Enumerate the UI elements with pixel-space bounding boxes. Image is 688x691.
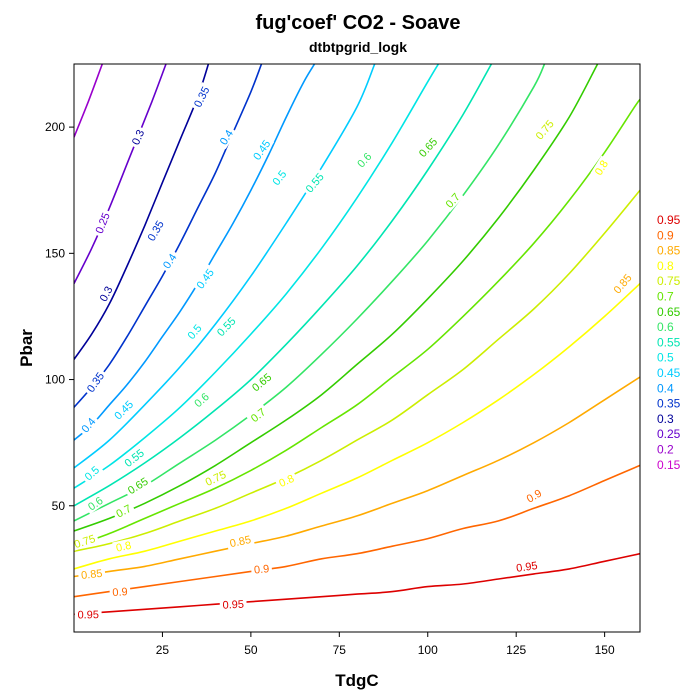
contour-label: 0.65 xyxy=(414,133,442,162)
contour-label: 0.85 xyxy=(77,566,106,582)
x-tick-label: 150 xyxy=(595,643,615,657)
legend-entry: 0.5 xyxy=(657,351,674,365)
contour-label: 0.95 xyxy=(512,558,541,575)
contour-line-0-25 xyxy=(74,64,167,284)
contour-label: 0.9 xyxy=(109,584,131,599)
contour-label-text: 0.95 xyxy=(222,599,244,612)
contour-label-text: 0.3 xyxy=(130,128,147,147)
contour-label-text: 0.95 xyxy=(77,609,99,621)
contour-label: 0.85 xyxy=(225,532,255,550)
contour-label: 0.9 xyxy=(250,561,273,577)
contour-label: 0.7 xyxy=(441,188,464,212)
legend-entry: 0.95 xyxy=(657,213,681,227)
contour-line-0-75 xyxy=(74,189,640,552)
legend-entry: 0.2 xyxy=(657,443,674,457)
legend-entry: 0.35 xyxy=(657,397,681,411)
contour-line-0-45 xyxy=(74,64,376,469)
contour-label-text: 0.95 xyxy=(515,560,538,575)
y-tick-label: 100 xyxy=(45,373,65,387)
contour-label-text: 0.8 xyxy=(277,473,296,490)
contour-label: 0.6 xyxy=(189,388,214,412)
contour-label: 0.45 xyxy=(192,264,218,293)
legend-entry: 0.8 xyxy=(657,259,674,273)
contour-label: 0.4 xyxy=(158,249,181,273)
contour-line-0-4 xyxy=(74,64,316,441)
contour-label: 0.35 xyxy=(189,82,213,112)
color-legend: 0.950.90.850.80.750.70.650.60.550.50.450… xyxy=(657,213,681,472)
contour-label: 0.5 xyxy=(268,165,291,190)
y-tick-label: 200 xyxy=(45,120,65,134)
contour-line-0-6 xyxy=(74,64,546,522)
contour-label: 0.7 xyxy=(246,403,270,426)
legend-entry: 0.15 xyxy=(657,458,681,472)
contour-line-0-85 xyxy=(74,376,640,578)
contour-label-text: 0.8 xyxy=(115,540,132,555)
plot-frame xyxy=(73,63,641,633)
contour-line-0-2 xyxy=(74,64,104,138)
contour-line-0-7 xyxy=(74,98,640,547)
contour-label-text: 0.9 xyxy=(253,563,269,577)
contour-label: 0.6 xyxy=(352,148,376,172)
contour-label: 0.4 xyxy=(76,413,100,437)
legend-entry: 0.6 xyxy=(657,320,674,334)
x-tick-label: 100 xyxy=(418,643,438,657)
legend-entry: 0.85 xyxy=(657,244,681,258)
x-axis-ticks: 25 50 75 100 125 150 xyxy=(156,632,615,657)
contour-label: 0.55 xyxy=(119,444,149,471)
contour-line-0-8 xyxy=(74,283,640,570)
contour-lines xyxy=(74,64,640,616)
contour-label: 0.25 xyxy=(91,208,113,238)
legend-entry: 0.45 xyxy=(657,366,681,380)
contour-label: 0.95 xyxy=(219,597,247,612)
contour-label-text: 0.25 xyxy=(94,211,113,235)
contour-labels: 0.250.30.30.350.350.350.40.40.40.450.450… xyxy=(70,82,636,621)
legend-entry: 0.4 xyxy=(657,381,674,395)
chart-title: fug'coef' CO2 - Soave xyxy=(255,12,460,34)
contour-label: 0.55 xyxy=(212,312,240,341)
contour-label: 0.7 xyxy=(111,500,136,521)
contour-line-0-95 xyxy=(74,552,640,616)
x-tick-label: 50 xyxy=(244,643,258,657)
contour-label: 0.3 xyxy=(128,125,148,150)
x-axis-label: TdgC xyxy=(335,671,378,690)
contour-label: 0.8 xyxy=(112,538,135,555)
legend-entry: 0.9 xyxy=(657,228,674,242)
y-axis-label: Pbar xyxy=(17,329,36,367)
contour-label: 0.65 xyxy=(247,368,276,396)
contour-label-text: 0.85 xyxy=(81,568,104,582)
contour-line-0-3 xyxy=(74,64,210,360)
x-tick-label: 75 xyxy=(333,643,347,657)
legend-entry: 0.55 xyxy=(657,335,681,349)
contour-line-0-9 xyxy=(74,464,640,598)
contour-line-0-5 xyxy=(74,64,440,489)
contour-label-text: 0.9 xyxy=(112,586,128,599)
contour-line-0-55 xyxy=(74,64,493,507)
chart-subtitle: dtbtpgrid_logk xyxy=(309,39,407,55)
y-tick-label: 50 xyxy=(52,499,66,513)
legend-entry: 0.7 xyxy=(657,290,674,304)
contour-label: 0.85 xyxy=(609,269,636,298)
legend-entry: 0.25 xyxy=(657,427,681,441)
x-tick-label: 125 xyxy=(506,643,526,657)
y-axis-ticks: 50 100 150 200 xyxy=(45,120,74,513)
contour-label-text: 0.75 xyxy=(204,469,228,489)
contour-label-text: 0.85 xyxy=(229,534,252,550)
contour-label: 0.8 xyxy=(274,470,299,491)
contour-label: 0.6 xyxy=(83,492,108,515)
legend-entry: 0.75 xyxy=(657,274,681,288)
x-tick-label: 25 xyxy=(156,643,170,657)
contour-label: 0.75 xyxy=(200,466,231,490)
contour-line-0-65 xyxy=(74,64,599,532)
legend-entry: 0.65 xyxy=(657,305,681,319)
legend-entry: 0.3 xyxy=(657,412,674,426)
contour-label: 0.95 xyxy=(74,608,102,621)
y-tick-label: 150 xyxy=(45,246,65,260)
contour-label: 0.9 xyxy=(521,485,546,507)
